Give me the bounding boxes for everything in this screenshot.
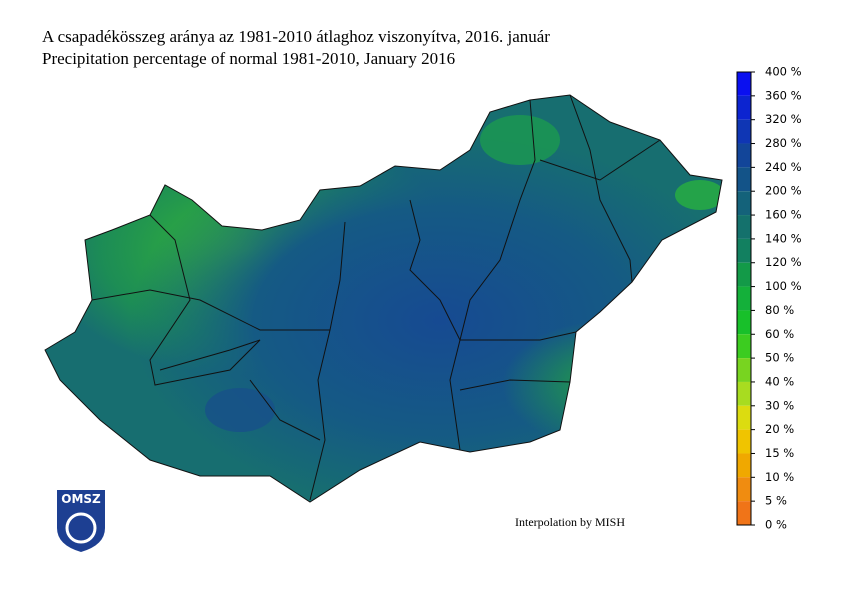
precipitation-map [45, 95, 722, 502]
legend-label: 5 % [765, 494, 787, 508]
legend-swatch [737, 477, 751, 502]
legend-frame [736, 71, 752, 526]
legend-label: 10 % [765, 470, 794, 484]
title-en: Precipitation percentage of normal 1981-… [42, 49, 455, 68]
legend-label: 160 % [765, 208, 802, 222]
credit: Interpolation by MISH [515, 515, 625, 529]
legend-label: 20 % [765, 422, 794, 436]
legend-label: 120 % [765, 255, 802, 269]
legend-label: 400 % [765, 65, 802, 79]
legend-label: 0 % [765, 518, 787, 532]
logo-swirl [65, 512, 97, 544]
legend-swatch [737, 95, 751, 120]
legend-swatch [737, 501, 751, 525]
map-north-green [480, 115, 560, 165]
legend-label: 140 % [765, 231, 802, 245]
legend-swatch [737, 262, 751, 287]
legend-swatch [737, 286, 751, 311]
legend-label: 200 % [765, 184, 802, 198]
legend-label: 50 % [765, 351, 794, 365]
title-hu: A csapadékösszeg aránya az 1981-2010 átl… [42, 27, 550, 46]
legend-swatch [737, 358, 751, 382]
legend-swatch [737, 429, 751, 454]
legend-swatch [737, 191, 751, 216]
legend: 400 % 360 % 320 % 280 % 240 % 200 % 160 % 140 %… [736, 65, 802, 532]
legend-swatch [737, 405, 751, 430]
legend-swatch [737, 72, 751, 96]
legend-label: 15 % [765, 446, 794, 460]
legend-swatch [737, 215, 751, 239]
legend-label: 280 % [765, 136, 802, 150]
legend-label: 30 % [765, 398, 794, 412]
legend-swatch [737, 119, 751, 144]
legend-label: 100 % [765, 279, 802, 293]
legend-swatch [737, 238, 751, 263]
legend-label: 240 % [765, 160, 802, 174]
legend-label: 60 % [765, 327, 794, 341]
legend-label: 40 % [765, 374, 794, 388]
map-ne-green [675, 180, 722, 210]
legend-label: 320 % [765, 112, 802, 126]
logo: OMSZ [57, 490, 105, 552]
legend-swatch [737, 453, 751, 478]
legend-swatch [737, 143, 751, 168]
legend-swatch [737, 381, 751, 406]
legend-swatch [737, 334, 751, 359]
map-east-green [45, 95, 722, 502]
county-borders [91, 94, 661, 501]
logo-text: OMSZ [61, 492, 101, 506]
legend-swatch [737, 310, 751, 335]
legend-label: 360 % [765, 88, 802, 102]
legend-label: 80 % [765, 303, 794, 317]
legend-swatch [737, 167, 751, 192]
map-sw-blue [205, 388, 275, 432]
